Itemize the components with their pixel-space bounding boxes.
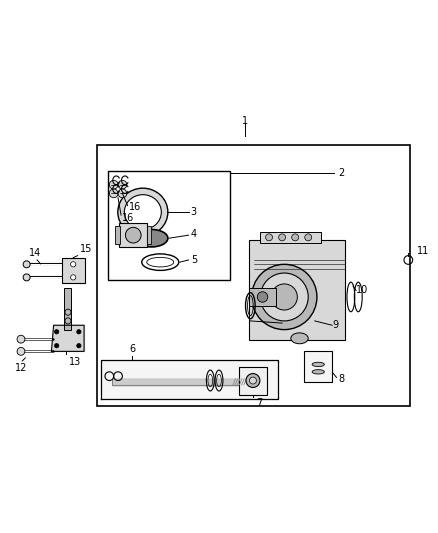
Bar	[97, 144, 410, 406]
Ellipse shape	[312, 362, 324, 367]
Bar	[250, 240, 345, 341]
Bar	[147, 227, 151, 244]
Bar	[250, 288, 276, 305]
Polygon shape	[51, 325, 84, 351]
Text: 3: 3	[191, 207, 197, 217]
Circle shape	[250, 377, 256, 384]
Circle shape	[71, 275, 76, 280]
Text: 11: 11	[417, 246, 429, 256]
Circle shape	[54, 329, 59, 334]
Circle shape	[118, 189, 127, 198]
Circle shape	[17, 335, 25, 343]
Ellipse shape	[312, 370, 324, 374]
Circle shape	[252, 264, 317, 329]
Circle shape	[257, 292, 268, 302]
Circle shape	[125, 228, 141, 243]
Text: 13: 13	[69, 357, 81, 367]
Circle shape	[271, 284, 297, 310]
Circle shape	[279, 234, 286, 241]
Circle shape	[292, 234, 299, 241]
Polygon shape	[102, 360, 278, 399]
Bar	[62, 258, 85, 283]
Text: 16: 16	[122, 213, 134, 223]
Text: 9: 9	[332, 320, 338, 330]
Circle shape	[265, 234, 272, 241]
Ellipse shape	[135, 230, 168, 247]
Circle shape	[110, 180, 118, 189]
Circle shape	[77, 329, 81, 334]
Circle shape	[246, 374, 260, 387]
Circle shape	[23, 261, 30, 268]
Text: 14: 14	[29, 248, 42, 258]
Text: 1: 1	[242, 116, 248, 126]
Text: 16: 16	[129, 203, 141, 212]
Ellipse shape	[141, 233, 162, 243]
Text: 6: 6	[129, 344, 135, 353]
Circle shape	[71, 262, 76, 267]
Circle shape	[65, 309, 71, 315]
Text: 4: 4	[191, 229, 197, 239]
Circle shape	[118, 180, 127, 189]
Circle shape	[17, 348, 25, 356]
Text: 5: 5	[191, 255, 197, 265]
Bar	[119, 223, 147, 247]
Circle shape	[110, 189, 118, 198]
Ellipse shape	[124, 195, 161, 230]
Circle shape	[305, 234, 312, 241]
Ellipse shape	[291, 333, 308, 344]
Circle shape	[260, 273, 308, 321]
Text: 7: 7	[256, 398, 262, 408]
Circle shape	[23, 274, 30, 281]
Text: 8: 8	[339, 374, 345, 384]
Ellipse shape	[118, 188, 168, 236]
Bar	[304, 351, 332, 382]
Circle shape	[77, 344, 81, 348]
Text: 10: 10	[356, 286, 368, 295]
Circle shape	[65, 318, 71, 324]
Bar	[116, 227, 120, 244]
Bar	[239, 367, 267, 395]
Bar	[64, 288, 71, 329]
Bar	[260, 232, 321, 243]
Circle shape	[54, 344, 59, 348]
Text: 12: 12	[15, 363, 27, 373]
Bar	[108, 171, 230, 279]
Text: 2: 2	[339, 168, 345, 178]
Text: 15: 15	[80, 244, 92, 254]
